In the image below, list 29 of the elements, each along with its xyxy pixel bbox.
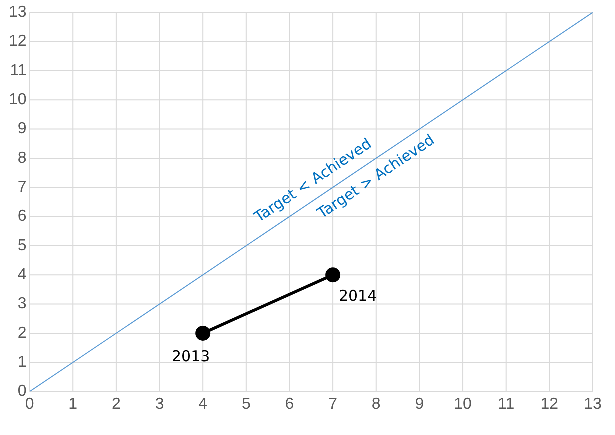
y-tick-label: 1 [18, 354, 27, 372]
annotation: 2013 [172, 347, 210, 366]
y-tick-label: 0 [18, 383, 27, 400]
y-tick-label: 11 [10, 62, 27, 80]
x-tick-label: 9 [415, 396, 424, 413]
x-tick-label: 4 [198, 396, 208, 413]
y-tick-label: 10 [9, 92, 27, 109]
x-tick-label: 1 [68, 396, 78, 413]
x-tick-label: 2 [112, 396, 121, 413]
x-tick-label: 8 [372, 396, 381, 413]
x-tick-label: 13 [584, 396, 602, 413]
x-tick-label: 3 [155, 396, 164, 413]
y-tick-label: 2 [18, 324, 27, 342]
y-tick-label: 13 [9, 4, 27, 22]
x-tick-label: 6 [285, 396, 294, 413]
x-tick-label: 10 [454, 396, 472, 413]
y-tick-label: 12 [9, 33, 27, 50]
y-tick-label: 4 [18, 266, 27, 284]
x-tick-label: 12 [540, 396, 559, 413]
y-tick-label: 5 [18, 237, 27, 254]
y-tick-label: 6 [18, 208, 27, 226]
x-tick-label: 11 [498, 396, 515, 413]
y-tick-label: 3 [18, 296, 27, 313]
annotation: 2014 [338, 287, 378, 306]
x-tick-label: 7 [328, 396, 338, 413]
y-tick-label: 9 [18, 120, 27, 138]
x-tick-label: 5 [242, 396, 251, 413]
y-tick-label: 8 [18, 150, 27, 167]
y-tick-label: 7 [18, 179, 27, 196]
